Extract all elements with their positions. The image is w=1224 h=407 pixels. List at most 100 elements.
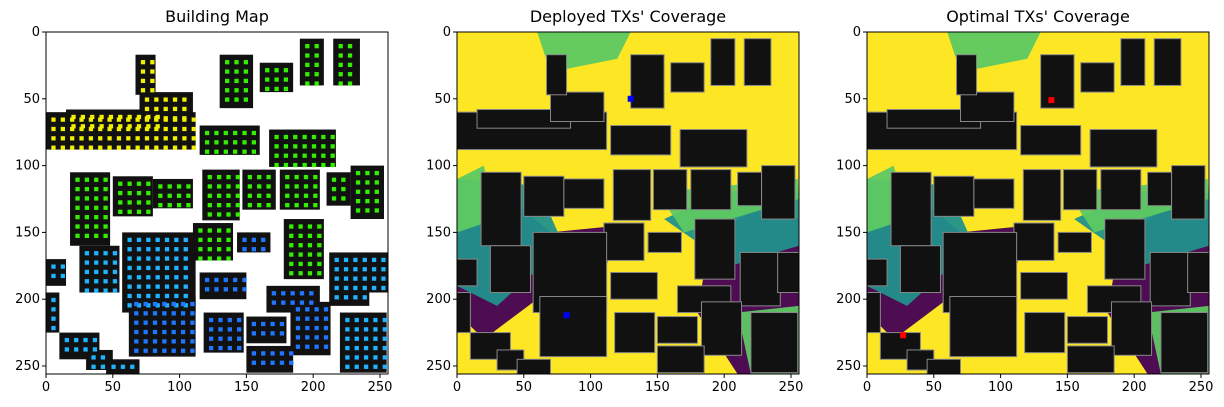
window-dot (83, 337, 88, 343)
window-dot (103, 269, 108, 275)
window-dot (118, 124, 123, 129)
window-dot (274, 68, 279, 73)
window-dot (295, 335, 301, 340)
window-dot (100, 355, 106, 360)
window-dot (242, 149, 247, 154)
window-dot (274, 86, 279, 92)
window-dot (127, 256, 132, 261)
window-dot (135, 117, 140, 122)
y-tick-label: 100 (15, 159, 40, 174)
building (1120, 38, 1146, 86)
window-dot (317, 271, 322, 276)
window-dot (112, 260, 118, 265)
window-dot (154, 106, 159, 112)
window-dot (295, 325, 301, 331)
x-tick-label: 200 (712, 380, 737, 395)
window-dot (302, 162, 307, 168)
window-dot (311, 162, 317, 168)
y-tick-label: 200 (836, 292, 861, 307)
window-dot (305, 316, 310, 321)
window-dot (51, 126, 56, 132)
window-dot (136, 190, 142, 196)
window-dot (143, 311, 148, 316)
window-dot (214, 287, 219, 292)
building (1110, 301, 1153, 356)
window-dot (382, 364, 387, 369)
building (199, 272, 247, 300)
window-dot (298, 252, 303, 257)
window-dot (365, 208, 370, 213)
building (46, 292, 60, 333)
window-dot (285, 203, 290, 208)
building (1160, 312, 1209, 374)
building (694, 218, 736, 280)
window-dot (136, 265, 142, 271)
window-dot (103, 224, 108, 229)
window-dot (334, 276, 339, 281)
window-dot (98, 126, 103, 132)
window-dot (363, 327, 369, 332)
window-dot (191, 145, 196, 150)
window-dot (345, 317, 350, 323)
window-dot (283, 86, 289, 92)
window-dot (354, 364, 359, 369)
window-dot (51, 307, 56, 312)
x-tick-label: 250 (1189, 380, 1214, 395)
window-dot (127, 114, 132, 120)
window-dot (234, 78, 239, 84)
window-dot (174, 247, 179, 252)
window-dot (343, 285, 349, 291)
window-dot (198, 228, 203, 233)
window-dot (289, 233, 294, 239)
window-dot (146, 124, 151, 129)
window-dot (176, 193, 182, 198)
window-dot (242, 140, 247, 145)
window-dot (341, 177, 346, 182)
window-dot (127, 284, 132, 289)
window-dot (283, 162, 289, 168)
window-dot (103, 177, 108, 182)
window-dot (247, 184, 253, 189)
window-dot (341, 196, 346, 201)
window-dot (225, 88, 230, 93)
window-dot (303, 184, 309, 189)
window-dot (134, 339, 139, 344)
window-dot (334, 267, 339, 272)
window-dot (314, 62, 319, 68)
window-dot (103, 288, 108, 293)
window-dot (207, 256, 212, 261)
window-dot (64, 347, 69, 352)
window-dot (217, 212, 222, 217)
building (933, 175, 975, 217)
y-tick-label: 200 (15, 292, 40, 307)
window-dot (257, 193, 262, 198)
window-dot (374, 170, 379, 176)
window-dot (143, 320, 148, 325)
x-tick-label: 0 (453, 380, 461, 395)
window-dot (146, 284, 151, 289)
window-dot (289, 360, 294, 365)
window-dot (183, 275, 188, 280)
window-dot (146, 275, 151, 280)
window-dot (127, 200, 132, 205)
window-dot (365, 170, 370, 176)
window-dot (279, 360, 285, 365)
window-dot (293, 134, 298, 140)
window-dot (136, 114, 142, 120)
building (630, 54, 665, 109)
window-dot (155, 293, 160, 299)
window-dot (313, 203, 318, 208)
window-dot (233, 140, 238, 145)
window-dot (266, 174, 271, 180)
window-dot (112, 251, 118, 256)
y-tick-label: 50 (434, 92, 451, 107)
window-dot (127, 190, 132, 196)
window-dot (162, 311, 167, 316)
window-dot (155, 124, 160, 129)
window-dot (317, 261, 322, 267)
window-dot (362, 276, 367, 281)
window-dot (162, 320, 167, 325)
window-dot (116, 117, 122, 122)
window-dot (162, 339, 167, 344)
